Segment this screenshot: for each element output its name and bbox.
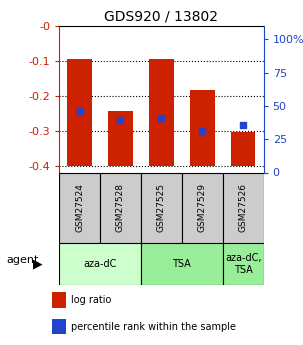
Bar <box>223 243 264 285</box>
Text: GSM27528: GSM27528 <box>116 183 125 233</box>
Bar <box>108 111 133 166</box>
Bar <box>231 132 255 166</box>
Bar <box>182 172 223 243</box>
Text: agent: agent <box>6 255 38 265</box>
Bar <box>67 59 92 166</box>
Text: aza-dC,
TSA: aza-dC, TSA <box>225 253 261 275</box>
Bar <box>52 293 66 308</box>
Text: TSA: TSA <box>172 259 191 269</box>
Bar <box>141 172 182 243</box>
Bar <box>223 172 264 243</box>
Bar <box>100 172 141 243</box>
Text: GSM27526: GSM27526 <box>239 183 248 233</box>
Bar <box>190 90 215 166</box>
Text: GSM27529: GSM27529 <box>198 183 207 233</box>
Bar <box>52 319 66 334</box>
Text: GSM27524: GSM27524 <box>75 184 84 232</box>
Bar <box>59 172 100 243</box>
Title: GDS920 / 13802: GDS920 / 13802 <box>104 9 218 23</box>
Text: GSM27525: GSM27525 <box>157 183 166 233</box>
Bar <box>59 243 141 285</box>
Bar <box>141 243 223 285</box>
Text: aza-dC: aza-dC <box>83 259 117 269</box>
Text: percentile rank within the sample: percentile rank within the sample <box>71 322 236 332</box>
Text: ▶: ▶ <box>33 257 43 270</box>
Bar <box>149 59 174 166</box>
Text: log ratio: log ratio <box>71 295 112 305</box>
